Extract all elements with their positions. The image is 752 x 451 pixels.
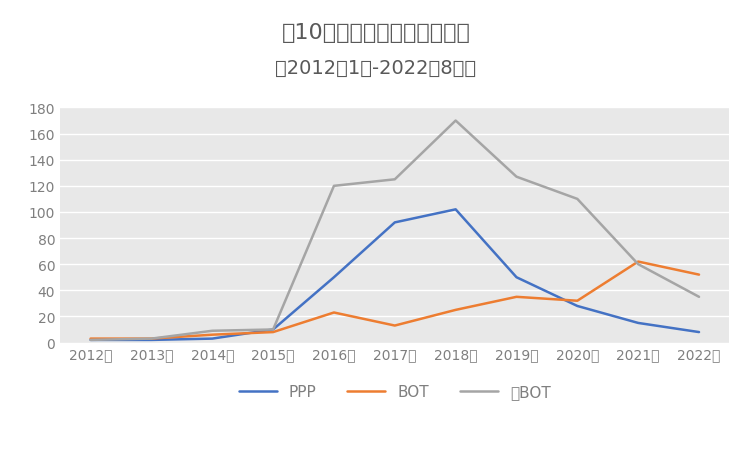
BOT bbox=[329, 310, 338, 316]
准BOT bbox=[512, 175, 521, 180]
Text: （2012年1月-2022年8月）: （2012年1月-2022年8月） bbox=[275, 59, 477, 78]
准BOT bbox=[634, 262, 643, 267]
BOT bbox=[147, 336, 156, 341]
BOT bbox=[512, 295, 521, 300]
PPP bbox=[512, 275, 521, 281]
BOT bbox=[390, 323, 399, 328]
PPP bbox=[86, 337, 95, 343]
Text: 近10年环卫特许经营项目走图: 近10年环卫特许经营项目走图 bbox=[281, 23, 471, 42]
准BOT bbox=[268, 327, 277, 332]
Line: PPP: PPP bbox=[90, 210, 699, 340]
Line: 准BOT: 准BOT bbox=[90, 121, 699, 340]
PPP bbox=[390, 220, 399, 226]
PPP bbox=[329, 275, 338, 281]
准BOT bbox=[329, 184, 338, 189]
PPP bbox=[208, 336, 217, 341]
准BOT bbox=[208, 328, 217, 334]
BOT bbox=[451, 308, 460, 313]
PPP bbox=[695, 330, 704, 335]
准BOT bbox=[390, 177, 399, 183]
Line: BOT: BOT bbox=[90, 262, 699, 339]
准BOT bbox=[451, 119, 460, 124]
准BOT bbox=[86, 337, 95, 343]
BOT bbox=[695, 272, 704, 278]
准BOT bbox=[573, 197, 582, 202]
PPP bbox=[451, 207, 460, 212]
PPP bbox=[634, 321, 643, 326]
PPP bbox=[147, 337, 156, 343]
BOT bbox=[573, 299, 582, 304]
BOT bbox=[208, 332, 217, 338]
BOT bbox=[634, 259, 643, 265]
准BOT bbox=[147, 336, 156, 341]
BOT bbox=[86, 336, 95, 341]
BOT bbox=[268, 330, 277, 335]
PPP bbox=[573, 304, 582, 309]
PPP bbox=[268, 327, 277, 332]
Legend: PPP, BOT, 准BOT: PPP, BOT, 准BOT bbox=[232, 378, 557, 405]
准BOT bbox=[695, 295, 704, 300]
